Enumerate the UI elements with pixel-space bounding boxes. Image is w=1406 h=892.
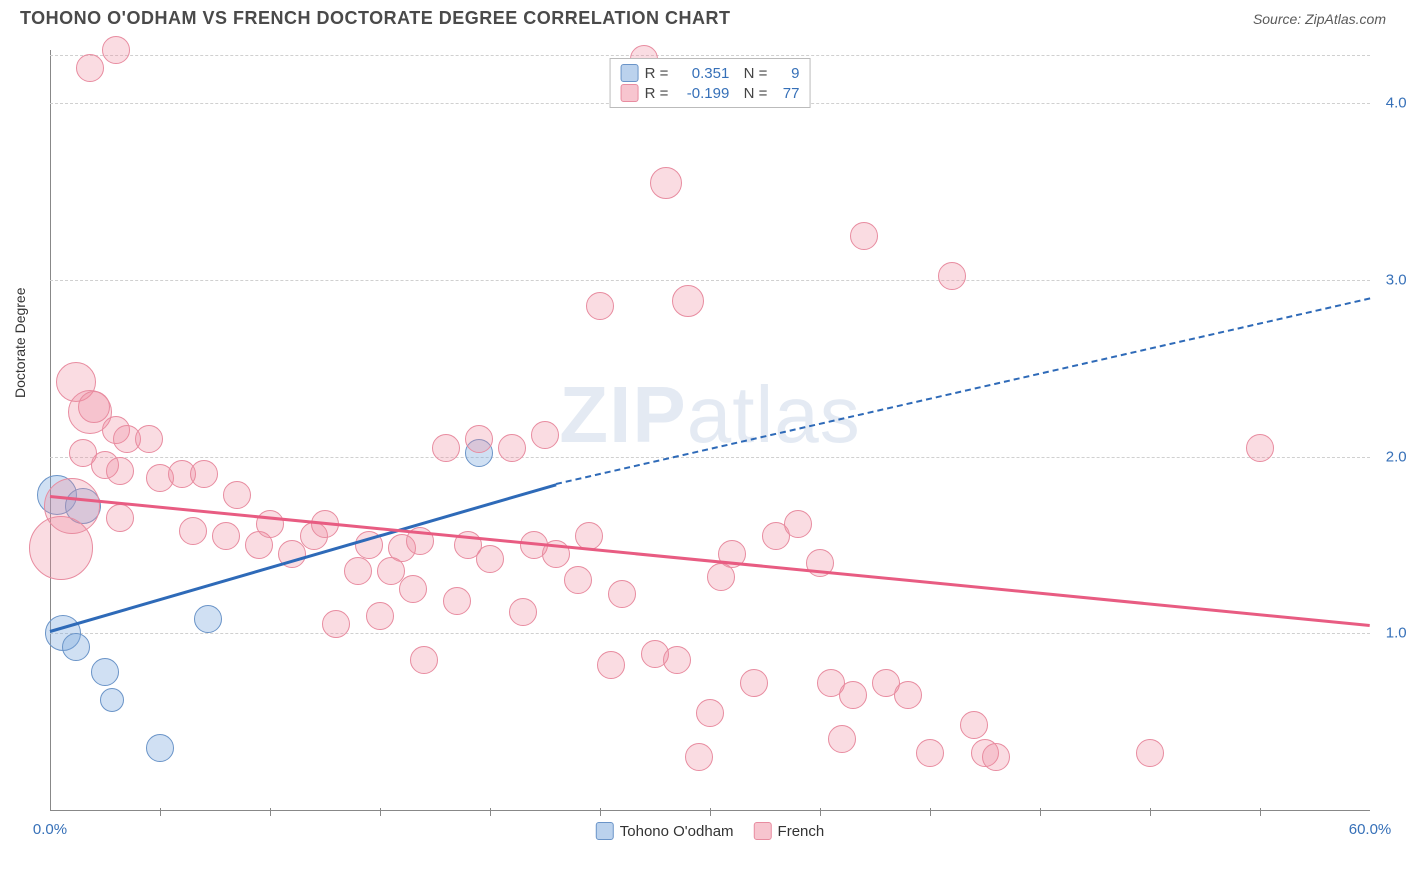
- data-point: [608, 580, 636, 608]
- data-point: [212, 522, 240, 550]
- data-point: [498, 434, 526, 462]
- data-point: [44, 478, 100, 534]
- y-tick-label: 3.0%: [1386, 271, 1406, 288]
- data-point: [366, 602, 394, 630]
- data-point: [916, 739, 944, 767]
- data-point: [1246, 434, 1274, 462]
- data-point: [106, 504, 134, 532]
- x-tick-mark: [710, 808, 711, 816]
- stat-n-label: N =: [735, 85, 767, 102]
- chart-container: Doctorate Degree ZIPatlas 1.0%2.0%3.0%4.…: [50, 50, 1370, 810]
- data-point: [465, 425, 493, 453]
- data-point: [91, 658, 119, 686]
- grid-line: [50, 280, 1370, 281]
- x-tick-mark: [1150, 808, 1151, 816]
- data-point: [672, 285, 704, 317]
- grid-line: [50, 457, 1370, 458]
- data-point: [696, 699, 724, 727]
- legend-stats-row: R = -0.199 N = 77: [621, 83, 800, 103]
- data-point: [106, 457, 134, 485]
- y-axis-line: [50, 50, 51, 810]
- data-point: [194, 605, 222, 633]
- source-label: Source: ZipAtlas.com: [1253, 11, 1386, 27]
- stat-n-label: N =: [735, 65, 767, 82]
- data-point: [784, 510, 812, 538]
- data-point: [146, 734, 174, 762]
- legend-label: Tohono O'odham: [620, 823, 734, 840]
- header: TOHONO O'ODHAM VS FRENCH DOCTORATE DEGRE…: [0, 0, 1406, 29]
- data-point: [78, 391, 110, 423]
- data-point: [586, 292, 614, 320]
- bottom-legend: Tohono O'odham French: [596, 822, 824, 840]
- data-point: [685, 743, 713, 771]
- x-tick-mark: [1040, 808, 1041, 816]
- data-point: [828, 725, 856, 753]
- data-point: [476, 545, 504, 573]
- data-point: [938, 262, 966, 290]
- data-point: [190, 460, 218, 488]
- data-point: [597, 651, 625, 679]
- legend-label: French: [778, 823, 825, 840]
- y-tick-label: 1.0%: [1386, 625, 1406, 642]
- legend-swatch: [596, 822, 614, 840]
- x-tick-mark: [820, 808, 821, 816]
- data-point: [1136, 739, 1164, 767]
- data-point: [509, 598, 537, 626]
- data-point: [839, 681, 867, 709]
- x-tick-mark: [490, 808, 491, 816]
- stat-r-value: -0.199: [674, 85, 729, 102]
- chart-title: TOHONO O'ODHAM VS FRENCH DOCTORATE DEGRE…: [20, 8, 730, 29]
- data-point: [256, 510, 284, 538]
- y-tick-label: 2.0%: [1386, 448, 1406, 465]
- plot-area: ZIPatlas 1.0%2.0%3.0%4.0%0.0%60.0%: [50, 50, 1370, 810]
- x-tick-mark: [930, 808, 931, 816]
- data-point: [102, 36, 130, 64]
- data-point: [410, 646, 438, 674]
- x-tick-mark: [380, 808, 381, 816]
- data-point: [850, 222, 878, 250]
- x-tick-mark: [1260, 808, 1261, 816]
- data-point: [650, 167, 682, 199]
- data-point: [62, 633, 90, 661]
- data-point: [344, 557, 372, 585]
- data-point: [740, 669, 768, 697]
- legend-stats-row: R = 0.351 N = 9: [621, 63, 800, 83]
- data-point: [100, 688, 124, 712]
- x-tick-label: 60.0%: [1349, 821, 1392, 838]
- data-point: [223, 481, 251, 509]
- legend-swatch: [754, 822, 772, 840]
- data-point: [564, 566, 592, 594]
- x-tick-label: 0.0%: [33, 821, 67, 838]
- grid-line: [50, 633, 1370, 634]
- legend-stats-box: R = 0.351 N = 9 R = -0.199 N = 77: [610, 58, 811, 108]
- y-axis-title: Doctorate Degree: [12, 287, 28, 398]
- x-tick-mark: [270, 808, 271, 816]
- trend-line: [50, 495, 1370, 627]
- stat-r-label: R =: [645, 65, 669, 82]
- data-point: [894, 681, 922, 709]
- data-point: [399, 575, 427, 603]
- data-point: [960, 711, 988, 739]
- stat-n-value: 77: [773, 85, 799, 102]
- grid-line: [50, 55, 1370, 56]
- legend-item: French: [754, 822, 825, 840]
- stat-n-value: 9: [773, 65, 799, 82]
- x-tick-mark: [600, 808, 601, 816]
- y-tick-label: 4.0%: [1386, 95, 1406, 112]
- legend-item: Tohono O'odham: [596, 822, 734, 840]
- data-point: [531, 421, 559, 449]
- legend-swatch: [621, 84, 639, 102]
- legend-swatch: [621, 64, 639, 82]
- stat-r-label: R =: [645, 85, 669, 102]
- data-point: [982, 743, 1010, 771]
- data-point: [663, 646, 691, 674]
- stat-r-value: 0.351: [674, 65, 729, 82]
- data-point: [179, 517, 207, 545]
- data-point: [432, 434, 460, 462]
- x-tick-mark: [160, 808, 161, 816]
- data-point: [443, 587, 471, 615]
- data-point: [322, 610, 350, 638]
- data-point: [135, 425, 163, 453]
- data-point: [76, 54, 104, 82]
